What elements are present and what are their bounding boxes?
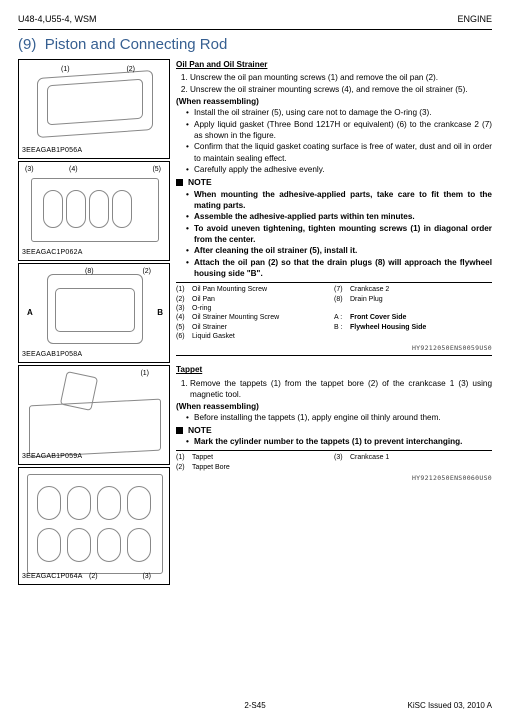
header-right: ENGINE [457,14,492,25]
bullet: Carefully apply the adhesive evenly. [186,164,492,175]
oilpan-notes: When mounting the adhesive-applied parts… [176,189,492,280]
reassembling-label: (When reassembling) [176,96,492,107]
step: Unscrew the oil pan mounting screws (1) … [190,72,492,83]
tappet-notes: Mark the cylinder number to the tappets … [176,436,492,447]
section-title: (9) Piston and Connecting Rod [18,36,492,55]
figure-id: 3EEAGAB1P059A [22,453,82,462]
page-number: 2-S45 [244,701,265,711]
tappet-reassembling: Before installing the tappets (1), apply… [176,412,492,423]
oilpan-steps: Unscrew the oil pan mounting screws (1) … [176,72,492,95]
note-square-icon [176,427,183,434]
tappet-section: Tappet Remove the tappets (1) from the t… [176,364,492,482]
figure-id: 3EEAGAC1P064A [22,573,83,582]
page-footer: 2-S45 KiSC Issued 03, 2010 A [18,701,492,711]
footer-right: KiSC Issued 03, 2010 A [408,701,493,711]
note-label: NOTE [188,177,212,188]
note-header: NOTE [176,177,492,188]
figure-5: 3EEAGAC1P064A (2) (3) [18,467,170,585]
note-bullet: Mark the cylinder number to the tappets … [186,436,492,447]
note-bullet: When mounting the adhesive-applied parts… [186,189,492,211]
note-header: NOTE [176,425,492,436]
note-label: NOTE [188,425,212,436]
section-title-text: Piston and Connecting Rod [45,36,228,53]
figure-column: 3EEAGAB1P056A (1) (2) 3EEAGAC1P062A (3) … [18,59,170,587]
note-bullet: Attach the oil pan (2) so that the drain… [186,257,492,279]
bullet: Install the oil strainer (5), using care… [186,107,492,118]
tappet-steps: Remove the tappets (1) from the tappet b… [176,378,492,400]
note-bullet: To avoid uneven tightening, tighten moun… [186,223,492,245]
ref-code: HY9212050ENS0060US0 [176,474,492,483]
step: Remove the tappets (1) from the tappet b… [190,378,492,400]
note-bullet: After cleaning the oil strainer (5), ins… [186,245,492,256]
section-divider [176,355,492,356]
bullet: Confirm that the liquid gasket coating s… [186,141,492,163]
tappet-legend: (1)Tappet(3)Crankcase 1 (2)Tappet Bore [176,453,492,472]
oilpan-title: Oil Pan and Oil Strainer [176,59,492,70]
figure-1: 3EEAGAB1P056A (1) (2) [18,59,170,159]
note-square-icon [176,179,183,186]
text-column: Oil Pan and Oil Strainer Unscrew the oil… [176,59,492,587]
figure-3: 3EEAGAB1P058A A B (8) (2) [18,263,170,363]
reassembling-label: (When reassembling) [176,401,492,412]
figure-2: 3EEAGAC1P062A (3) (4) (5) [18,161,170,261]
page-header: U48-4,U55-4, WSM ENGINE [18,14,492,25]
bullet: Apply liquid gasket (Three Bond 1217H or… [186,119,492,141]
header-rule [18,29,492,30]
figure-id: 3EEAGAB1P056A [22,147,82,156]
note-bullet: Assemble the adhesive-applied parts with… [186,211,492,222]
legend-rule [176,282,492,283]
section-num: (9) [18,36,36,53]
figure-id: 3EEAGAB1P058A [22,351,82,360]
ref-code: HY9212050ENS0059US0 [176,344,492,353]
step: Unscrew the oil strainer mounting screws… [190,84,492,95]
bullet: Before installing the tappets (1), apply… [186,412,492,423]
oilpan-legend: (1)Oil Pan Mounting Screw(7)Crankcase 2 … [176,285,492,342]
legend-rule [176,450,492,451]
tappet-title: Tappet [176,364,492,375]
header-left: U48-4,U55-4, WSM [18,14,97,25]
content-row-1: 3EEAGAB1P056A (1) (2) 3EEAGAC1P062A (3) … [18,59,492,587]
figure-4: 3EEAGAB1P059A (1) [18,365,170,465]
oilpan-reassembling: Install the oil strainer (5), using care… [176,107,492,175]
figure-id: 3EEAGAC1P062A [22,249,83,258]
